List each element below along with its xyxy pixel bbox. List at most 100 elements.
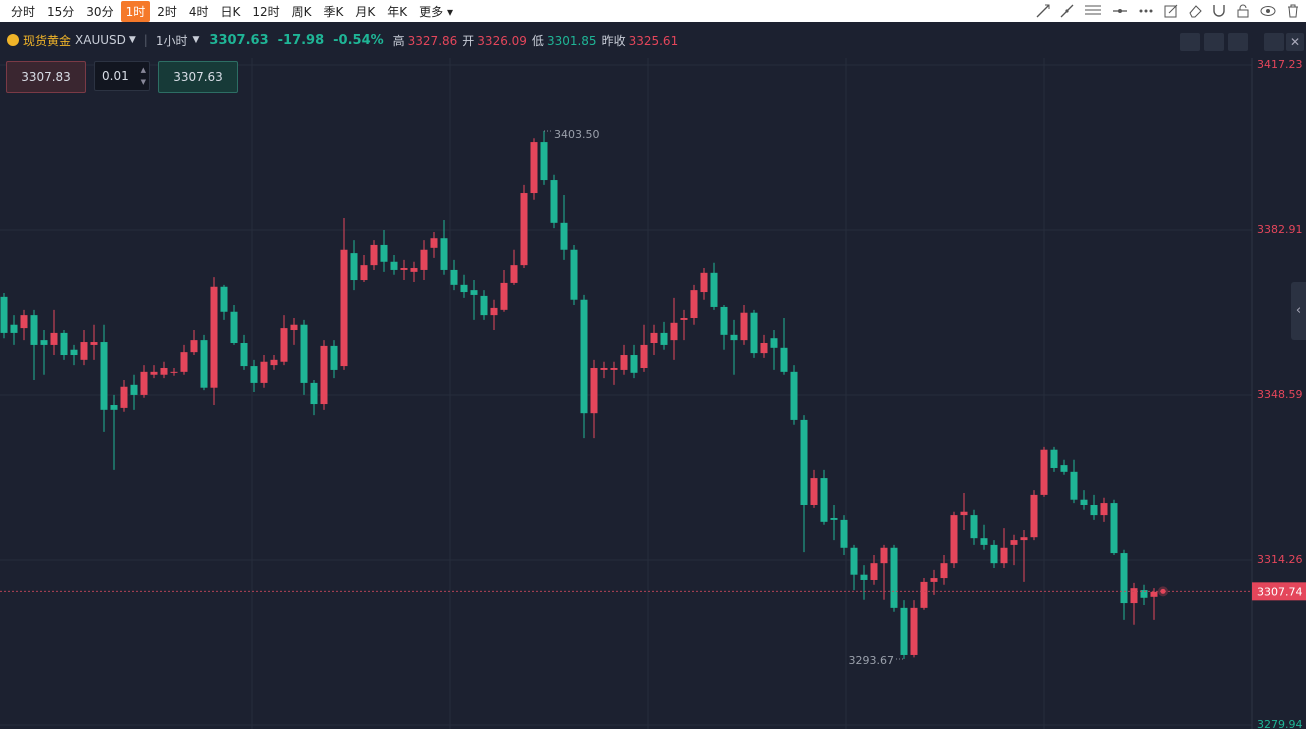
candle-body — [640, 344, 648, 368]
candle-body — [610, 367, 618, 370]
stepper[interactable]: ▲ ▼ — [140, 66, 146, 86]
candle-body — [460, 284, 468, 293]
candle-body — [510, 265, 518, 283]
candle-body — [240, 343, 248, 367]
y-tick-label: 3382.91 — [1257, 223, 1303, 236]
tool-dots[interactable] — [1138, 4, 1154, 18]
candle-body — [980, 538, 988, 545]
candle-body — [650, 332, 658, 344]
candle-body — [1070, 471, 1078, 500]
stat-value: 3325.61 — [628, 33, 679, 48]
candle-body — [420, 249, 428, 270]
tool-trash[interactable] — [1286, 4, 1300, 18]
tool-lock[interactable] — [1236, 4, 1250, 18]
candle-body — [770, 338, 778, 348]
candle-body — [790, 371, 798, 420]
period-tab[interactable]: 周K — [291, 4, 312, 19]
candle-body — [840, 519, 848, 548]
period-tab[interactable]: 1时 — [120, 0, 151, 22]
candle-body — [670, 322, 678, 341]
close-button[interactable]: ✕ — [1286, 33, 1304, 51]
tool-eraser[interactable] — [1188, 4, 1202, 18]
quantity-input[interactable]: 0.01 ▲ ▼ — [94, 61, 150, 91]
candle-body — [1120, 553, 1128, 604]
candle-body — [10, 324, 18, 333]
expand-button[interactable] — [1264, 33, 1284, 51]
candle-body — [830, 517, 838, 520]
candle-body — [890, 547, 898, 608]
candle-body — [1010, 540, 1018, 545]
stat-value: 3301.85 — [546, 33, 597, 48]
more-label: 更多 — [419, 4, 444, 19]
buy-button[interactable]: 3307.63 — [158, 61, 238, 93]
candle-body — [200, 340, 208, 388]
candle-body — [1100, 503, 1108, 516]
candle-body — [340, 249, 348, 367]
candle-body — [870, 563, 878, 580]
candle-body — [860, 574, 868, 580]
candle-body — [370, 244, 378, 266]
candle-body — [1110, 503, 1118, 554]
tool-line[interactable] — [1060, 4, 1074, 18]
period-tab[interactable]: 12时 — [252, 4, 280, 19]
last-price-box — [1252, 582, 1306, 601]
candle-body — [490, 307, 498, 316]
stat-label: 低 — [531, 33, 544, 48]
candle-body — [430, 238, 438, 248]
candle-body — [500, 282, 508, 310]
candle-body — [250, 366, 258, 383]
candle-body — [1040, 449, 1048, 495]
candle-body — [480, 295, 488, 316]
y-tick-label: 3348.59 — [1257, 388, 1303, 401]
candle-body — [70, 349, 78, 356]
candle-body — [560, 222, 568, 250]
candle-body — [20, 315, 28, 329]
candle-body — [140, 371, 148, 395]
candle-body — [60, 332, 68, 356]
candle-body — [820, 478, 828, 522]
period-tab[interactable]: 分时 — [11, 4, 36, 19]
period-select[interactable]: 1小时 — [155, 33, 188, 48]
tool-magnet[interactable] — [1212, 4, 1226, 18]
candle-body — [850, 547, 858, 575]
period-tab[interactable]: 年K — [387, 4, 408, 19]
max-label: 3403.50 — [554, 128, 600, 141]
chart-tool[interactable] — [1204, 33, 1224, 51]
symbol-dropdown[interactable]: ▼ — [128, 35, 136, 45]
period-tab[interactable]: 月K — [355, 4, 376, 19]
last-price-label: 3307.74 — [1257, 585, 1303, 598]
side-panel-toggle[interactable]: ‹ — [1291, 282, 1306, 340]
period-tabs: 分时 15分 30分 1时 2时 4时 日K 12时 周K 季K 月K 年K — [0, 0, 414, 22]
chart-tool[interactable] — [1228, 33, 1248, 51]
candle-body — [990, 544, 998, 564]
candle-body — [180, 352, 188, 372]
candle-body — [390, 261, 398, 270]
candle-body — [230, 311, 238, 344]
candle-body — [680, 318, 688, 320]
price: 3307.63 — [209, 32, 269, 48]
candle-body — [1050, 449, 1058, 468]
period-tab[interactable]: 30分 — [86, 4, 114, 19]
candle-body — [550, 180, 558, 223]
instrument-name: 现货黄金 — [23, 33, 72, 48]
tool-hline[interactable] — [1112, 4, 1128, 18]
period-tab[interactable]: 15分 — [47, 4, 75, 19]
period-dropdown[interactable]: ▼ — [192, 35, 200, 45]
tool-ray[interactable] — [1036, 4, 1050, 18]
tool-fib[interactable] — [1084, 4, 1102, 18]
more-button[interactable]: 更多 ▾ — [419, 4, 454, 19]
period-tab[interactable]: 日K — [220, 4, 241, 19]
period-tab[interactable]: 季K — [323, 4, 344, 19]
candle-body — [630, 355, 638, 373]
period-tab[interactable]: 4时 — [188, 4, 209, 19]
instrument-symbol[interactable]: XAUUSD — [75, 33, 126, 47]
tool-note[interactable] — [1164, 4, 1178, 18]
toolbar: 分时 15分 30分 1时 2时 4时 日K 12时 周K 季K 月K 年K 更多 ▾ — [0, 0, 1306, 22]
period-tab[interactable]: 2时 — [157, 4, 177, 19]
candle-body — [960, 511, 968, 516]
chart-tool[interactable] — [1180, 33, 1200, 51]
y-tick-label: 3417.23 — [1257, 58, 1303, 71]
sell-button[interactable]: 3307.83 — [6, 61, 86, 93]
tool-eye[interactable] — [1260, 4, 1276, 18]
